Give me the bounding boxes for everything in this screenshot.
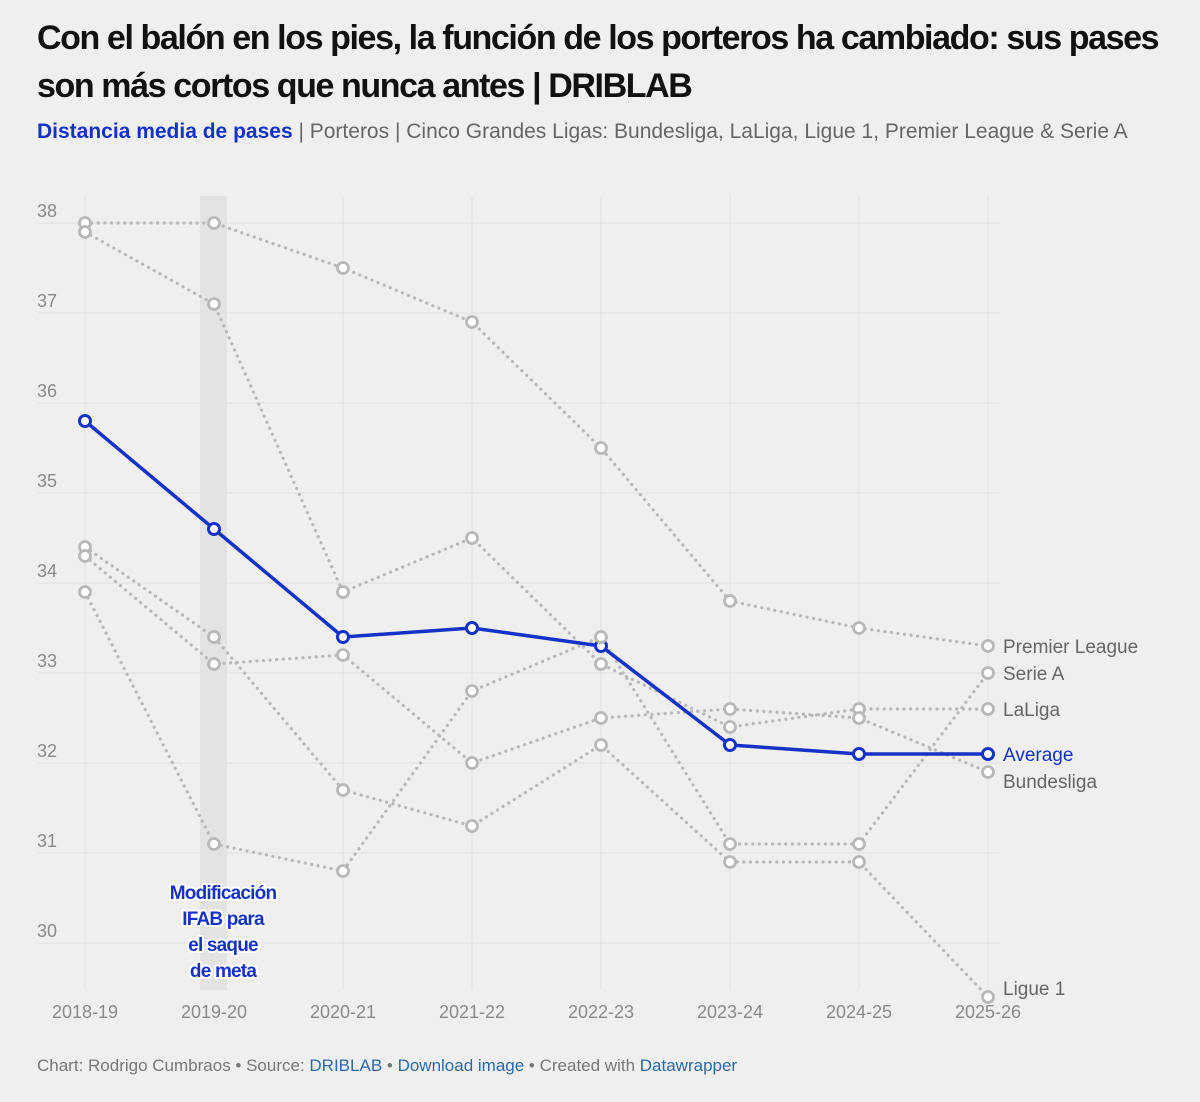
chart-grid [38, 196, 1000, 990]
data-point [207, 297, 221, 311]
x-tick-label: 2025-26 [955, 1002, 1021, 1022]
data-point [207, 837, 221, 851]
line-chart: 30 31 32 33 34 35 36 37 38 2018-19 2019-20 2020-21… [37, 196, 1138, 1022]
data-point [981, 747, 995, 761]
data-point [465, 756, 479, 770]
data-point [723, 855, 737, 869]
data-point [207, 630, 221, 644]
x-tick-label: 2018-19 [52, 1002, 118, 1022]
rule-change-annotation: Modificación IFAB para el saque de meta [168, 881, 280, 984]
data-point [336, 261, 350, 275]
data-point [852, 621, 866, 635]
data-point [594, 657, 608, 671]
data-point [465, 684, 479, 698]
end-label-ligue-1: Ligue 1 [1003, 979, 1065, 1000]
x-tick-label: 2020-21 [310, 1002, 376, 1022]
series-line-premier-league [83, 221, 990, 648]
subtitle-rest: | Porteros | Cinco Grandes Ligas: Bundes… [292, 120, 1128, 143]
chart-title: Con el balón en los pies, la función de … [37, 19, 1160, 105]
x-tick-label: 2023-24 [697, 1002, 763, 1022]
data-point [465, 621, 479, 635]
annotation-line: Modificación [170, 883, 277, 904]
end-label-laliga: LaLiga [1003, 700, 1060, 721]
data-point [207, 657, 221, 671]
y-tick-label: 38 [37, 201, 57, 221]
annotation-line: IFAB para [182, 909, 265, 930]
x-axis-ticks: 2018-19 2019-20 2020-21 2021-22 2022-23 2023-… [52, 1002, 1021, 1022]
data-point [465, 315, 479, 329]
footer-separator: • [382, 1056, 398, 1075]
data-point [594, 441, 608, 455]
end-label-serie-a: Serie A [1003, 664, 1065, 685]
data-point [336, 864, 350, 878]
data-point [723, 594, 737, 608]
data-point [852, 747, 866, 761]
data-point [594, 630, 608, 644]
data-point [336, 783, 350, 797]
y-tick-label: 30 [37, 921, 57, 941]
download-image-link[interactable]: Download image [397, 1056, 525, 1075]
series-line-bundesliga [83, 545, 990, 999]
data-point [723, 837, 737, 851]
series-points [78, 216, 995, 1004]
data-point [981, 639, 995, 653]
data-point [465, 819, 479, 833]
end-label-premier-league: Premier League [1003, 637, 1138, 658]
data-point [207, 522, 221, 536]
y-tick-label: 35 [37, 471, 57, 491]
data-point [723, 720, 737, 734]
series-line-serie-a [83, 590, 990, 873]
source-link[interactable]: DRIBLAB [309, 1056, 383, 1075]
data-point [723, 738, 737, 752]
subtitle-highlight: Distancia media de pases [37, 120, 293, 143]
y-tick-label: 32 [37, 741, 57, 761]
x-tick-label: 2019-20 [181, 1002, 247, 1022]
data-point [336, 585, 350, 599]
chart-subtitle: Distancia media de pases | Porteros | Ci… [37, 118, 1167, 146]
data-point [78, 414, 92, 428]
series-lines [78, 221, 995, 999]
y-tick-label: 34 [37, 561, 57, 581]
data-point [594, 711, 608, 725]
data-point [336, 648, 350, 662]
data-point [336, 630, 350, 644]
series-line-ligue-1 [83, 554, 990, 774]
x-tick-label: 2024-25 [826, 1002, 892, 1022]
y-tick-label: 33 [37, 651, 57, 671]
datawrapper-link[interactable]: Datawrapper [639, 1056, 738, 1075]
end-label-average: Average [1003, 745, 1073, 766]
data-point [981, 702, 995, 716]
x-tick-label: 2021-22 [439, 1002, 505, 1022]
y-tick-label: 31 [37, 831, 57, 851]
data-point [594, 738, 608, 752]
series-line-average [83, 419, 990, 756]
y-tick-label: 37 [37, 291, 57, 311]
data-point [78, 549, 92, 563]
end-label-bundesliga: Bundesliga [1003, 772, 1097, 793]
y-tick-label: 36 [37, 381, 57, 401]
data-point [852, 855, 866, 869]
data-point [723, 702, 737, 716]
data-point [78, 585, 92, 599]
y-axis-ticks: 30 31 32 33 34 35 36 37 38 [37, 201, 57, 941]
data-point [981, 990, 995, 1004]
data-point [207, 216, 221, 230]
data-point [78, 225, 92, 239]
data-point [465, 531, 479, 545]
data-point [852, 837, 866, 851]
chart-footer: Chart: Rodrigo Cumbraos • Source: DRIBLA… [37, 1056, 737, 1076]
data-point [981, 765, 995, 779]
footer-created-with: • Created with [524, 1056, 640, 1075]
x-tick-label: 2022-23 [568, 1002, 634, 1022]
series-end-labels: Premier League Serie A LaLiga Average Bundes… [1003, 637, 1138, 1000]
annotation-line: el saque [188, 935, 258, 956]
data-point [981, 666, 995, 680]
data-point [852, 711, 866, 725]
annotation-line: de meta [190, 961, 257, 982]
series-line-laliga [83, 230, 990, 729]
footer-credit: Chart: Rodrigo Cumbraos • Source: [37, 1056, 310, 1075]
